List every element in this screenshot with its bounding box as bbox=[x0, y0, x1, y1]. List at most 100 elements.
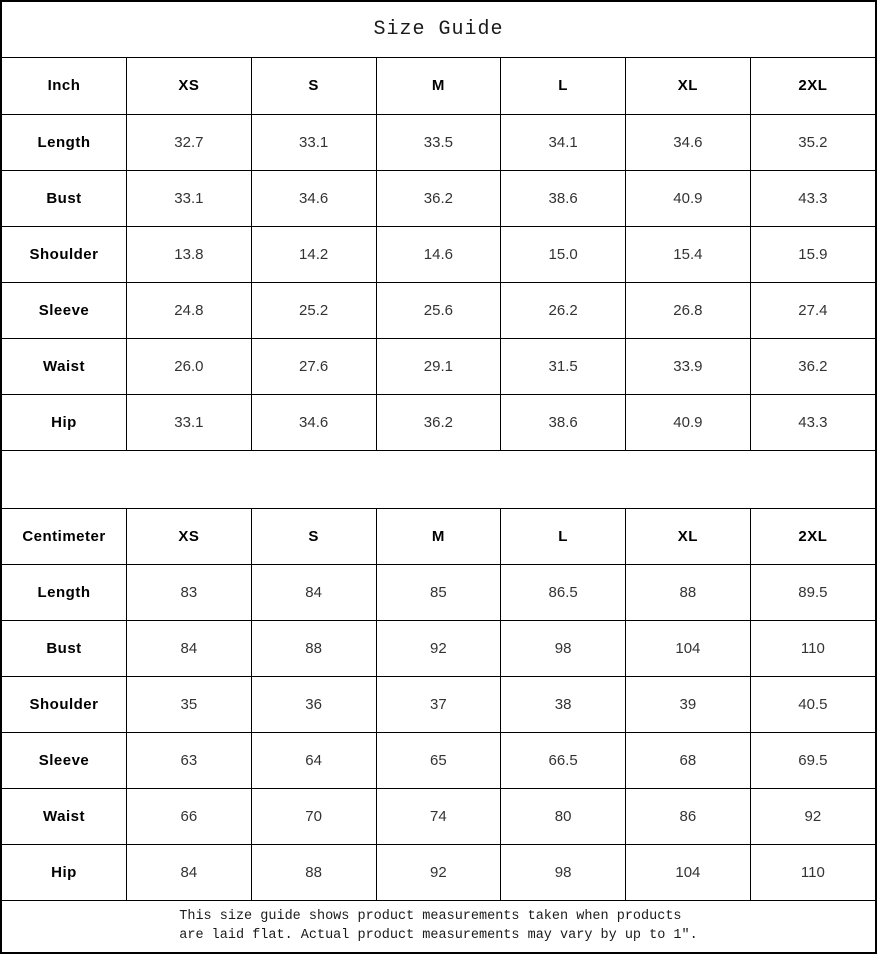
measurement-value-cell: 13.8 bbox=[126, 225, 252, 283]
measurement-value-cell: 88 bbox=[250, 619, 377, 677]
measurement-label-cell: Hip bbox=[2, 843, 127, 901]
measurement-value-cell: 74 bbox=[375, 787, 502, 845]
measurement-value-cell: 64 bbox=[250, 731, 377, 789]
measurement-value-cell: 92 bbox=[375, 619, 502, 677]
footer-note-line1: This size guide shows product measuremen… bbox=[179, 909, 682, 925]
measurement-value-cell: 34.6 bbox=[250, 393, 377, 451]
measurement-label-cell: Sleeve bbox=[2, 731, 127, 789]
measurement-row: Length 32.7 33.1 33.5 34.1 34.6 35.2 bbox=[2, 113, 875, 171]
measurement-value-cell: 24.8 bbox=[126, 281, 252, 339]
measurement-value-cell: 84 bbox=[126, 843, 252, 901]
measurement-value-cell: 84 bbox=[126, 619, 252, 677]
size-column-header: L bbox=[500, 58, 626, 115]
measurement-value-cell: 88 bbox=[250, 843, 377, 901]
measurement-value-cell: 66.5 bbox=[500, 731, 626, 789]
measurement-value-cell: 15.0 bbox=[500, 225, 626, 283]
measurement-value-cell: 65 bbox=[375, 731, 502, 789]
measurement-value-cell: 89.5 bbox=[749, 563, 875, 621]
measurement-row: Length 83 84 85 86.5 88 89.5 bbox=[2, 563, 875, 621]
measurement-value-cell: 36.2 bbox=[375, 169, 502, 227]
measurement-value-cell: 40.5 bbox=[749, 675, 875, 733]
measurement-value-cell: 110 bbox=[749, 619, 875, 677]
measurement-row: Shoulder 35 36 37 38 39 40.5 bbox=[2, 675, 875, 733]
measurement-value-cell: 25.6 bbox=[375, 281, 502, 339]
measurement-value-cell: 15.9 bbox=[749, 225, 875, 283]
measurement-value-cell: 104 bbox=[625, 619, 751, 677]
size-column-header: XS bbox=[126, 507, 252, 565]
measurement-row: Shoulder 13.8 14.2 14.6 15.0 15.4 15.9 bbox=[2, 225, 875, 283]
measurement-label-cell: Hip bbox=[2, 393, 127, 451]
measurement-value-cell: 31.5 bbox=[500, 337, 626, 395]
measurement-value-cell: 38.6 bbox=[500, 393, 626, 451]
measurement-value-cell: 25.2 bbox=[250, 281, 377, 339]
measurement-value-cell: 35.2 bbox=[749, 113, 875, 171]
inch-size-table: Inch XS S M L XL 2XL Length 32.7 33.1 33.5 34.1 34.6… bbox=[2, 58, 875, 451]
measurement-value-cell: 110 bbox=[749, 843, 875, 901]
centimeter-size-table: Centimeter XS S M L XL 2XL Length 83 84 85 86.5 88 89… bbox=[2, 507, 875, 901]
measurement-row: Bust 84 88 92 98 104 110 bbox=[2, 619, 875, 677]
measurement-row: Waist 26.0 27.6 29.1 31.5 33.9 36.2 bbox=[2, 337, 875, 395]
size-column-header: 2XL bbox=[749, 58, 875, 115]
unit-label-cell: Inch bbox=[2, 58, 127, 115]
size-column-header: XS bbox=[126, 58, 252, 115]
measurement-value-cell: 85 bbox=[375, 563, 502, 621]
measurement-row: Sleeve 63 64 65 66.5 68 69.5 bbox=[2, 731, 875, 789]
measurement-value-cell: 27.4 bbox=[749, 281, 875, 339]
size-column-header: M bbox=[375, 507, 502, 565]
measurement-value-cell: 38 bbox=[500, 675, 626, 733]
measurement-value-cell: 27.6 bbox=[250, 337, 377, 395]
measurement-value-cell: 26.2 bbox=[500, 281, 626, 339]
measurement-value-cell: 84 bbox=[250, 563, 377, 621]
size-column-header: L bbox=[500, 507, 626, 565]
measurement-value-cell: 33.9 bbox=[625, 337, 751, 395]
size-column-header: XL bbox=[625, 507, 751, 565]
measurement-value-cell: 36.2 bbox=[375, 393, 502, 451]
measurement-value-cell: 92 bbox=[749, 787, 875, 845]
measurement-value-cell: 92 bbox=[375, 843, 502, 901]
measurement-row: Hip 84 88 92 98 104 110 bbox=[2, 843, 875, 901]
measurement-label-cell: Shoulder bbox=[2, 675, 127, 733]
measurement-value-cell: 39 bbox=[625, 675, 751, 733]
measurement-value-cell: 26.0 bbox=[126, 337, 252, 395]
measurement-value-cell: 35 bbox=[126, 675, 252, 733]
measurement-value-cell: 69.5 bbox=[749, 731, 875, 789]
measurement-value-cell: 70 bbox=[250, 787, 377, 845]
size-column-header: M bbox=[375, 58, 502, 115]
measurement-value-cell: 40.9 bbox=[625, 393, 751, 451]
measurement-value-cell: 33.5 bbox=[375, 113, 502, 171]
size-column-header: 2XL bbox=[749, 507, 875, 565]
measurement-value-cell: 98 bbox=[500, 619, 626, 677]
measurement-value-cell: 14.2 bbox=[250, 225, 377, 283]
measurement-label-cell: Waist bbox=[2, 337, 127, 395]
measurement-value-cell: 80 bbox=[500, 787, 626, 845]
table-gap bbox=[2, 450, 875, 508]
measurement-value-cell: 43.3 bbox=[749, 393, 875, 451]
measurement-value-cell: 34.6 bbox=[250, 169, 377, 227]
measurement-label-cell: Length bbox=[2, 563, 127, 621]
measurement-value-cell: 43.3 bbox=[749, 169, 875, 227]
measurement-value-cell: 33.1 bbox=[126, 169, 252, 227]
measurement-value-cell: 104 bbox=[625, 843, 751, 901]
measurement-label-cell: Bust bbox=[2, 619, 127, 677]
measurement-value-cell: 15.4 bbox=[625, 225, 751, 283]
measurement-value-cell: 40.9 bbox=[625, 169, 751, 227]
footer-note: This size guide shows product measuremen… bbox=[2, 901, 875, 953]
measurement-value-cell: 68 bbox=[625, 731, 751, 789]
size-column-header: S bbox=[250, 58, 377, 115]
size-header-row: Inch XS S M L XL 2XL bbox=[2, 58, 875, 115]
measurement-value-cell: 36 bbox=[250, 675, 377, 733]
measurement-value-cell: 98 bbox=[500, 843, 626, 901]
size-header-row: Centimeter XS S M L XL 2XL bbox=[2, 507, 875, 565]
measurement-label-cell: Shoulder bbox=[2, 225, 127, 283]
footer-note-line2: are laid flat. Actual product measuremen… bbox=[179, 928, 698, 944]
measurement-value-cell: 86 bbox=[625, 787, 751, 845]
unit-label-cell: Centimeter bbox=[2, 507, 127, 565]
measurement-row: Bust 33.1 34.6 36.2 38.6 40.9 43.3 bbox=[2, 169, 875, 227]
measurement-label-cell: Sleeve bbox=[2, 281, 127, 339]
measurement-value-cell: 34.6 bbox=[625, 113, 751, 171]
measurement-value-cell: 14.6 bbox=[375, 225, 502, 283]
measurement-label-cell: Waist bbox=[2, 787, 127, 845]
measurement-value-cell: 83 bbox=[126, 563, 252, 621]
measurement-value-cell: 33.1 bbox=[250, 113, 377, 171]
